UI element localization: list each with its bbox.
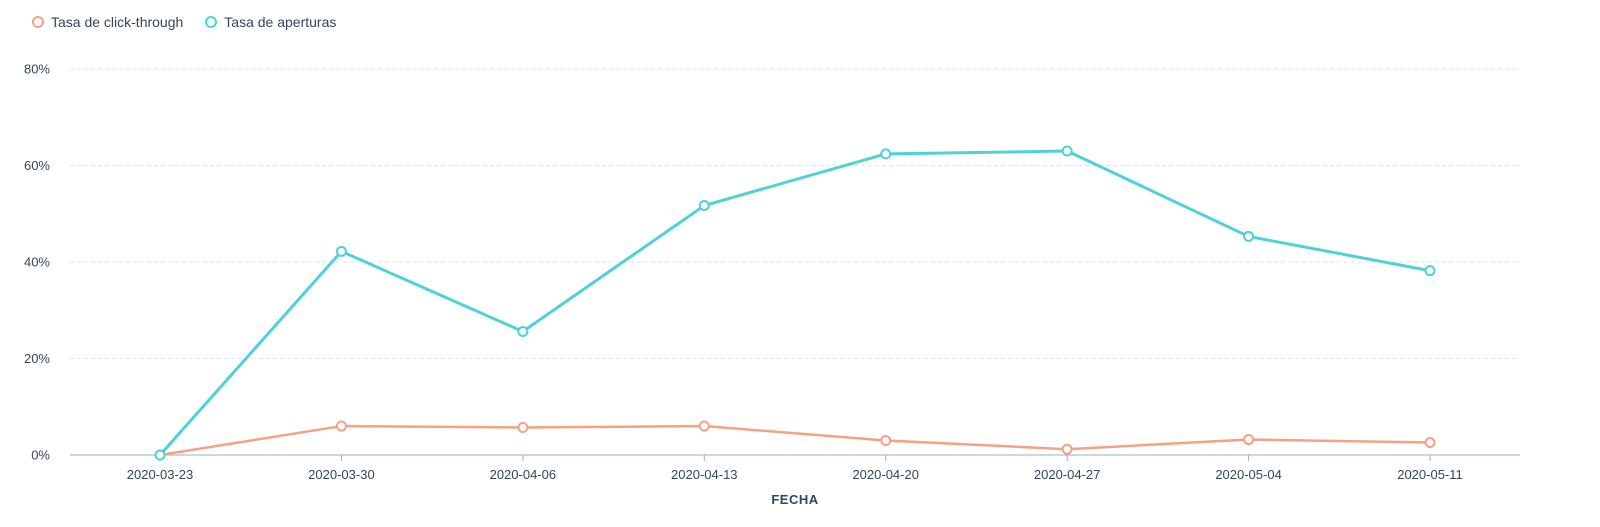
circle-outline-icon [205, 16, 218, 28]
axes: 0% 20% 40% 60% 80% 2020-03-23 2020-03-30 2020-0… [24, 62, 1520, 482]
x-tick-label: 2020-05-04 [1215, 467, 1282, 482]
series [154, 145, 1436, 461]
legend-item-click-through[interactable]: Tasa de click-through [32, 14, 183, 30]
x-tick-label: 2020-04-20 [852, 467, 919, 482]
data-point [1424, 265, 1436, 277]
data-point [517, 421, 529, 433]
x-tick-label: 2020-05-11 [1397, 467, 1463, 482]
data-point [698, 420, 710, 432]
legend-label: Tasa de click-through [51, 14, 184, 30]
legend-label: Tasa de aperturas [224, 14, 337, 30]
series-line-open-rate [158, 149, 1432, 457]
data-point [1061, 443, 1073, 455]
circle-outline-icon [32, 16, 44, 28]
data-point [154, 449, 166, 461]
data-point [335, 420, 347, 432]
x-tick-label: 2020-03-23 [127, 467, 194, 482]
y-tick-label: 0% [31, 448, 50, 463]
y-tick-label: 40% [24, 255, 50, 270]
data-point [1424, 436, 1436, 448]
data-point [517, 325, 529, 337]
y-tick-label: 80% [24, 62, 50, 77]
grid-lines [70, 68, 1520, 359]
data-point [880, 435, 892, 447]
data-point [1243, 434, 1255, 446]
x-axis-title: FECHA [771, 492, 818, 507]
y-tick-label: 20% [24, 351, 50, 366]
x-tick-label: 2020-04-06 [490, 467, 557, 482]
data-point [1243, 230, 1255, 242]
x-tick-label: 2020-03-30 [308, 467, 375, 482]
data-point [698, 200, 710, 212]
y-tick-label: 60% [24, 158, 50, 173]
legend: Tasa de click-through Tasa de aperturas [32, 14, 336, 30]
series-line-click-through [158, 424, 1432, 457]
data-point [1061, 145, 1073, 157]
x-tick-label: 2020-04-13 [671, 467, 738, 482]
legend-item-open-rate[interactable]: Tasa de aperturas [205, 14, 336, 30]
data-point [335, 245, 347, 257]
x-tick-label: 2020-04-27 [1034, 467, 1101, 482]
data-point [880, 148, 892, 160]
